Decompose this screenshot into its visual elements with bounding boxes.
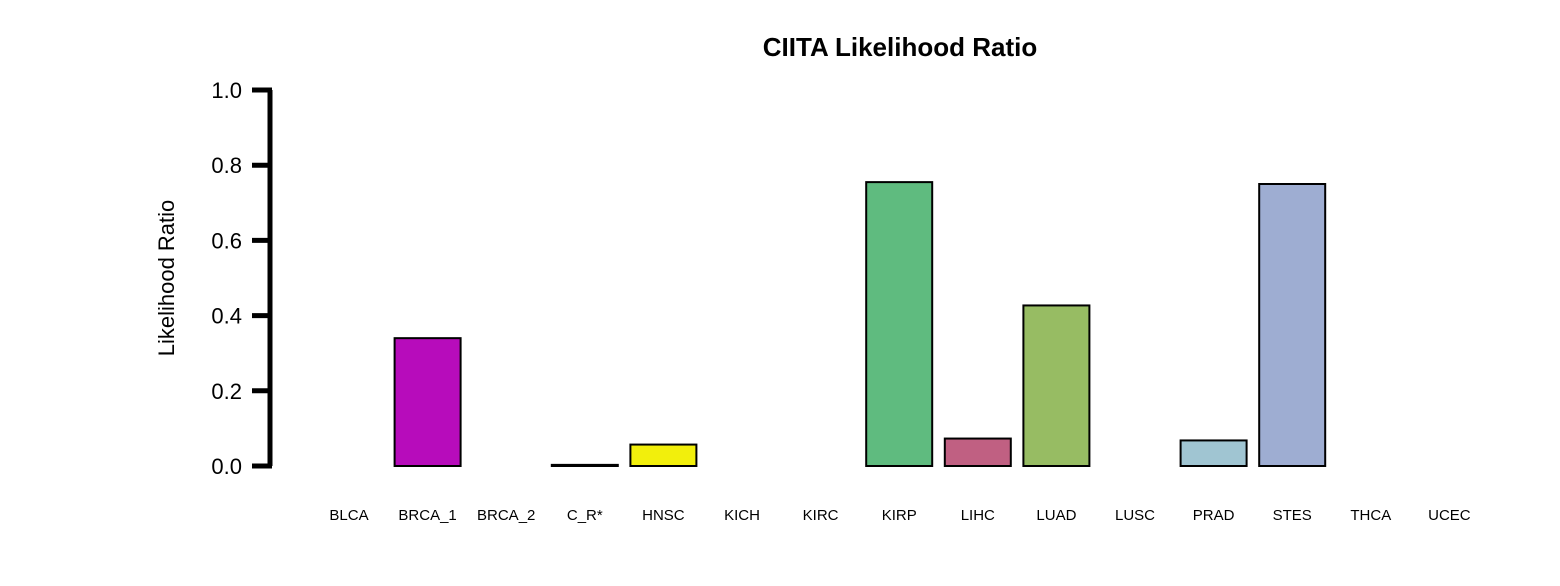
bar [865, 181, 934, 467]
x-tick-label: LUSC [1115, 507, 1155, 524]
bar [1179, 439, 1248, 468]
y-tick-label: 0.4 [211, 304, 242, 329]
x-tick-label: KICH [724, 507, 760, 524]
chart-title: CIITA Likelihood Ratio [763, 32, 1037, 62]
x-tick-label: UCEC [1428, 507, 1471, 524]
bar [393, 337, 462, 467]
x-tick-labels: BLCA BRCA_1 BRCA_2 C_R* HNSC KICH KIRC KIRP LIHC… [329, 507, 1470, 524]
y-tick-label: 0.2 [211, 379, 242, 404]
x-tick-label: LIHC [961, 507, 995, 524]
bar [943, 437, 1012, 468]
y-axis-label: Likelihood Ratio [154, 200, 179, 357]
x-tick-label: HNSC [642, 507, 685, 524]
x-tick-label: THCA [1350, 507, 1391, 524]
x-tick-label: C_R* [567, 507, 603, 524]
x-tick-label: KIRC [803, 507, 839, 524]
x-tick-label: BRCA_1 [398, 507, 456, 524]
x-tick-label: BLCA [329, 507, 368, 524]
x-tick-label: BRCA_2 [477, 507, 535, 524]
bar [1022, 304, 1091, 467]
x-tick-label: PRAD [1193, 507, 1235, 524]
bar [629, 443, 698, 467]
y-tick-label: 0.6 [211, 228, 242, 253]
y-tick-label: 1.0 [211, 78, 242, 103]
bars-group [393, 181, 1327, 468]
bar [550, 463, 619, 468]
y-axis: 0.0 0.2 0.4 0.6 0.8 1.0 [211, 78, 273, 479]
bar [1258, 183, 1327, 467]
y-tick-label: 0.8 [211, 153, 242, 178]
x-tick-label: KIRP [882, 507, 917, 524]
y-tick-label: 0.0 [211, 454, 242, 479]
x-tick-label: LUAD [1036, 507, 1076, 524]
x-tick-label: STES [1273, 507, 1312, 524]
